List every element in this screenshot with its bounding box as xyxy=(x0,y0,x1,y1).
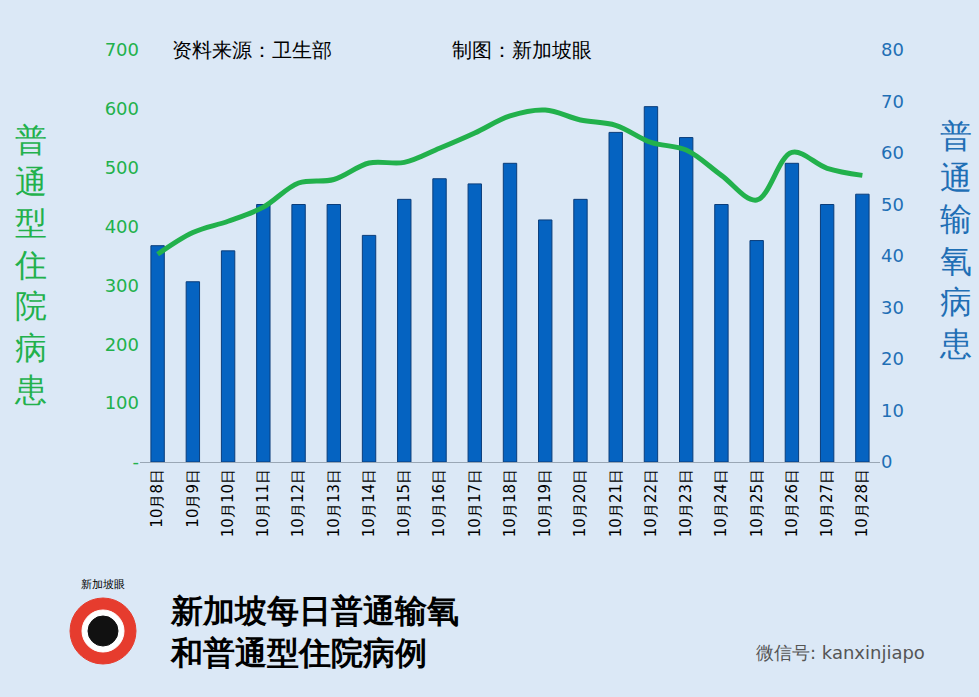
svg-text:20: 20 xyxy=(881,348,904,369)
svg-text:10月15日: 10月15日 xyxy=(395,469,413,537)
svg-text:10月13日: 10月13日 xyxy=(325,469,343,537)
svg-text:10月10日: 10月10日 xyxy=(219,469,237,537)
svg-text:400: 400 xyxy=(105,216,139,237)
svg-text:-: - xyxy=(133,451,140,472)
svg-text:10月17日: 10月17日 xyxy=(466,469,484,537)
svg-text:10月8日: 10月8日 xyxy=(148,469,166,528)
svg-text:10月11日: 10月11日 xyxy=(254,469,272,537)
svg-text:100: 100 xyxy=(105,392,139,413)
svg-text:10月12日: 10月12日 xyxy=(289,469,307,537)
svg-text:10月28日: 10月28日 xyxy=(853,469,871,537)
svg-text:10: 10 xyxy=(881,400,904,421)
svg-text:10月20日: 10月20日 xyxy=(571,469,589,537)
svg-text:10月21日: 10月21日 xyxy=(607,469,625,537)
svg-text:普通型住院病患: 普通型住院病患 xyxy=(14,121,47,409)
svg-text:10月26日: 10月26日 xyxy=(783,469,801,537)
svg-text:制图：新加坡眼: 制图：新加坡眼 xyxy=(452,38,592,62)
svg-text:10月25日: 10月25日 xyxy=(748,469,766,537)
svg-text:10月18日: 10月18日 xyxy=(501,469,519,537)
svg-text:30: 30 xyxy=(881,297,904,318)
svg-text:300: 300 xyxy=(105,275,139,296)
svg-text:600: 600 xyxy=(105,98,139,119)
svg-text:10月23日: 10月23日 xyxy=(677,469,695,537)
svg-text:80: 80 xyxy=(881,39,904,60)
svg-text:200: 200 xyxy=(105,334,139,355)
svg-text:普通输氧病患: 普通输氧病患 xyxy=(939,117,972,363)
svg-text:50: 50 xyxy=(881,194,904,215)
svg-text:10月19日: 10月19日 xyxy=(536,469,554,537)
svg-text:500: 500 xyxy=(105,157,139,178)
svg-text:10月9日: 10月9日 xyxy=(184,469,202,528)
svg-text:新加坡每日普通输氧和普通型住院病例: 新加坡每日普通输氧和普通型住院病例 xyxy=(170,592,459,672)
svg-text:70: 70 xyxy=(881,91,904,112)
svg-text:10月16日: 10月16日 xyxy=(430,469,448,537)
svg-text:60: 60 xyxy=(881,142,904,163)
svg-text:微信号: kanxinjiapo: 微信号: kanxinjiapo xyxy=(756,642,925,663)
svg-text:10月27日: 10月27日 xyxy=(818,469,836,537)
svg-text:新加坡眼: 新加坡眼 xyxy=(81,578,125,591)
svg-text:40: 40 xyxy=(881,245,904,266)
svg-text:10月14日: 10月14日 xyxy=(360,469,378,537)
svg-text:0: 0 xyxy=(881,451,892,472)
svg-text:10月22日: 10月22日 xyxy=(642,469,660,537)
svg-text:10月24日: 10月24日 xyxy=(712,469,730,537)
svg-text:700: 700 xyxy=(105,39,139,60)
svg-text:资料来源：卫生部: 资料来源：卫生部 xyxy=(172,38,332,62)
